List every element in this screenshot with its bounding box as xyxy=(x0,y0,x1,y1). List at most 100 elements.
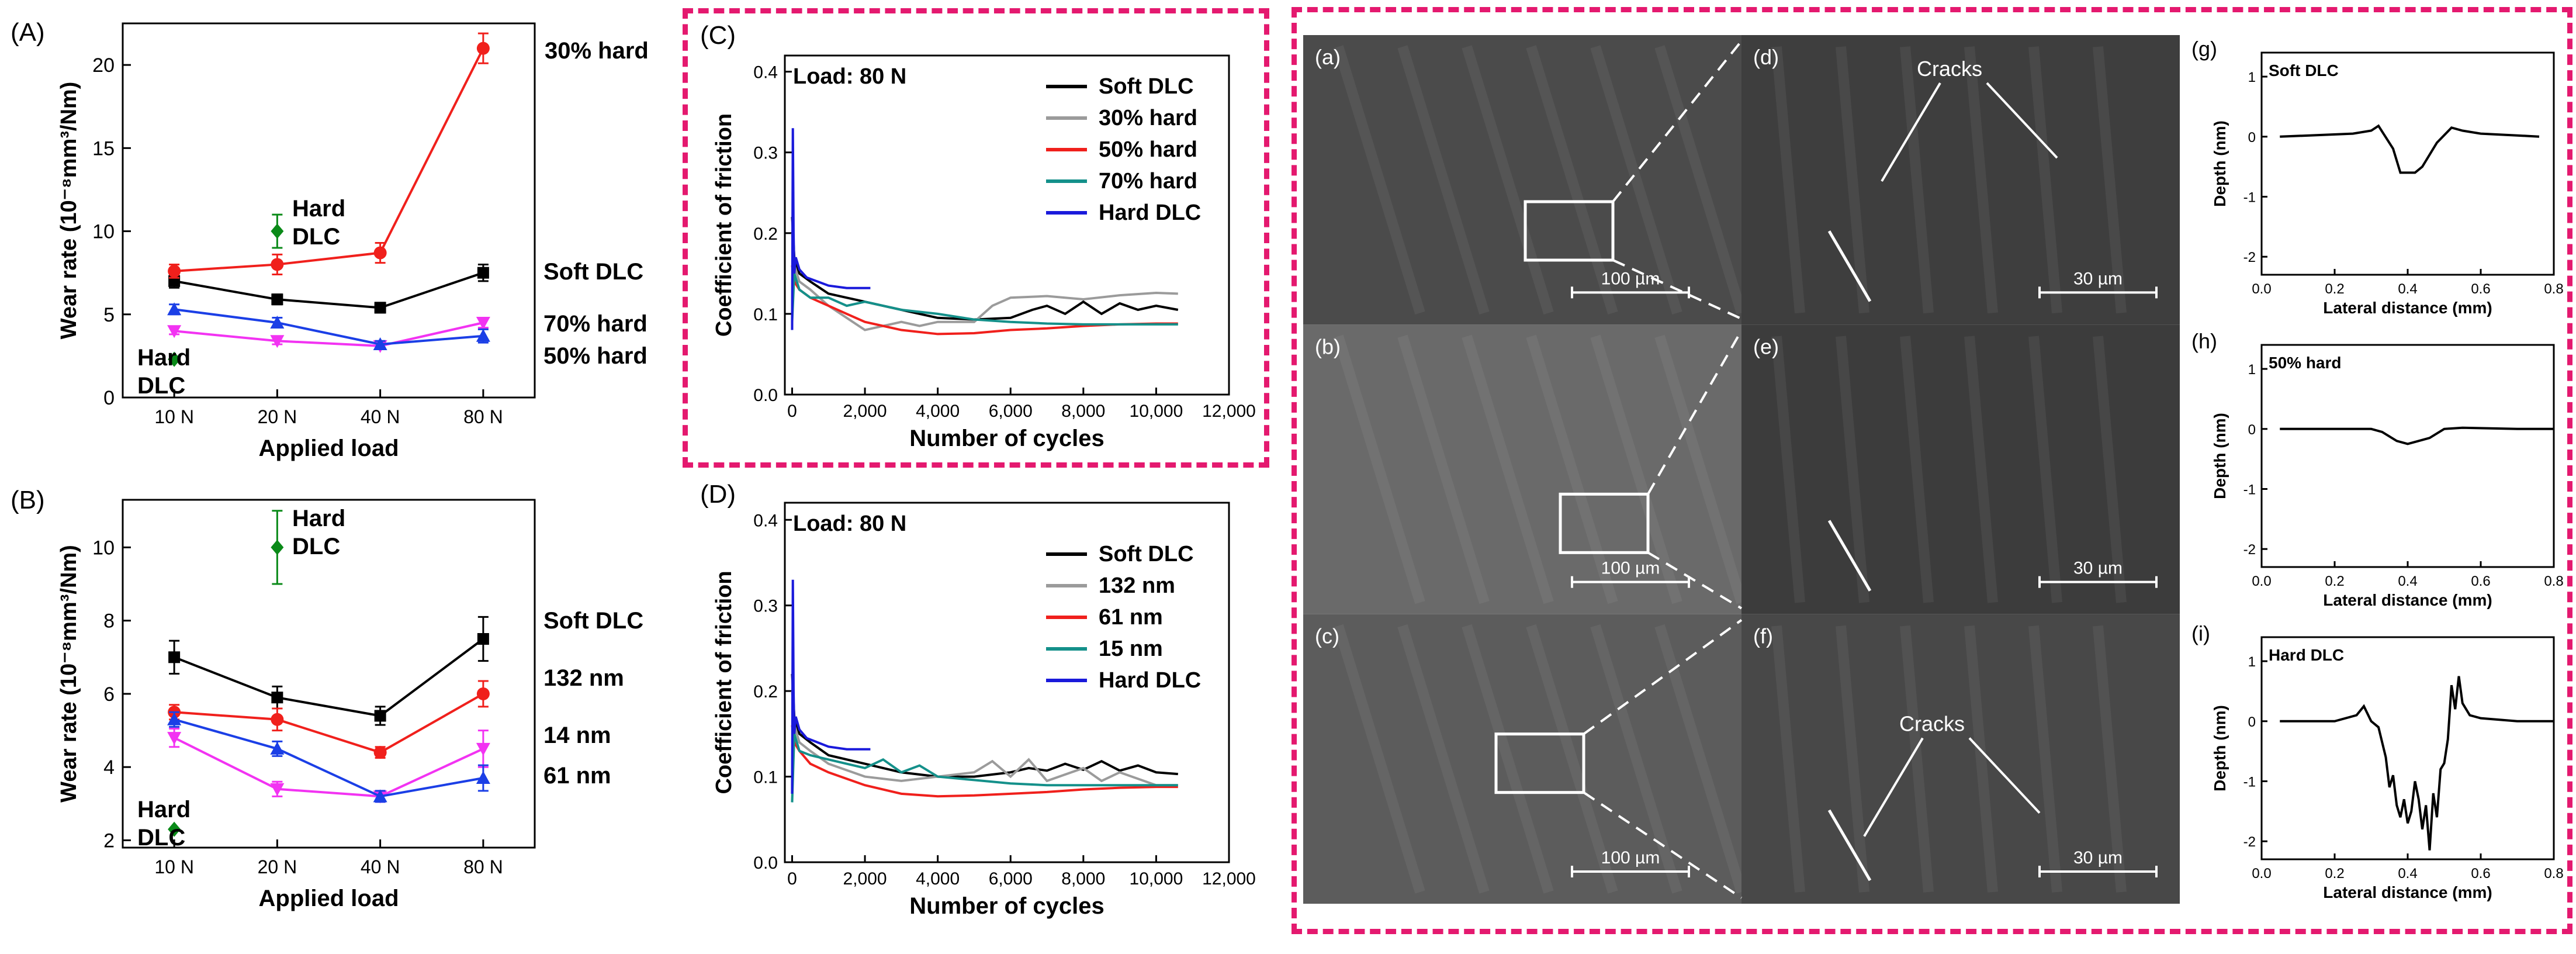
data-point xyxy=(167,732,182,745)
panel-letter: (A) xyxy=(11,18,45,47)
series-label: Hard xyxy=(292,506,345,531)
sem-texture xyxy=(2028,336,2062,603)
series-line xyxy=(174,308,484,345)
sem-image xyxy=(1741,614,2180,904)
profile-line xyxy=(2280,426,2554,445)
x-tick-label: 0.0 xyxy=(2252,281,2271,297)
direction-arrow xyxy=(1827,809,1872,882)
series-label: Hard xyxy=(137,797,191,822)
series-line xyxy=(174,718,484,798)
sem-texture xyxy=(1333,45,1425,314)
x-tick-label: 10 N xyxy=(154,856,194,877)
x-tick-label: 10,000 xyxy=(1130,402,1183,421)
y-tick-label: 0.3 xyxy=(753,597,778,616)
series-label: DLC xyxy=(137,373,185,399)
x-tick-label: 2,000 xyxy=(843,869,887,889)
panel-a-wear-rate-chart: (A) 0 5 10 15 20 10 N 20 N 40 N 80 N Applied load W… xyxy=(11,18,649,461)
plot-frame xyxy=(122,22,536,399)
y-tick-label: 10 xyxy=(92,537,115,559)
series-line xyxy=(791,217,1179,321)
x-tick-label: 10,000 xyxy=(1130,869,1183,889)
sem-image xyxy=(1303,35,1741,325)
sem-texture xyxy=(1333,624,1425,894)
sem-texture xyxy=(2093,336,2127,603)
sem-texture xyxy=(2093,46,2127,314)
series-line xyxy=(791,233,1178,331)
zoom-box xyxy=(1559,492,1650,554)
x-tick-label: 6,000 xyxy=(989,869,1033,889)
x-tick-label: 0.2 xyxy=(2325,866,2344,882)
x-tick-label: 2,000 xyxy=(843,402,887,421)
data-point xyxy=(373,337,387,350)
sem-texture xyxy=(1900,336,1934,603)
sem-texture xyxy=(2093,625,2127,893)
legend-label: 30% hard xyxy=(1099,106,1197,130)
data-point xyxy=(270,783,285,796)
sem-image xyxy=(1741,35,2180,325)
data-point xyxy=(476,317,490,330)
x-axis-label: Lateral distance (mm) xyxy=(2323,883,2492,901)
y-tick-label: 0.2 xyxy=(753,224,778,244)
x-tick-label: 40 N xyxy=(361,406,400,427)
y-tick-label: 0 xyxy=(2248,130,2256,146)
profile-i-hard-dlc: (i) Hard DLC 1 0 -1 -2 0.0 0.2 0.4 0.6 0.8 Lateral … xyxy=(2191,621,2564,901)
legend-label: 61 nm xyxy=(1099,605,1163,630)
x-tick-label: 0 xyxy=(787,402,797,421)
series-label: Hard xyxy=(137,345,191,371)
data-point xyxy=(476,742,490,756)
zoom-connector xyxy=(1583,619,1743,735)
y-axis-label: Depth (nm) xyxy=(2211,413,2229,499)
sem-texture xyxy=(1397,334,1490,604)
series-line xyxy=(791,691,1178,787)
y-tick-label: 0.1 xyxy=(753,768,778,787)
profile-g-soft-dlc: (g) Soft DLC 1 0 -1 -2 0.0 0.2 0.4 0.6 0.8 Lateral … xyxy=(2191,37,2564,317)
legend-label: 70% hard xyxy=(1099,169,1197,193)
x-tick-label: 6,000 xyxy=(989,402,1033,421)
y-axis-label: Coefficient of friction xyxy=(712,113,736,337)
data-point xyxy=(373,789,387,803)
x-tick-label: 0.8 xyxy=(2544,573,2563,589)
data-point xyxy=(476,771,490,784)
zoom-connector xyxy=(1612,40,1743,203)
sem-image xyxy=(1741,324,2180,614)
data-point xyxy=(167,302,182,316)
x-tick-label: 0.2 xyxy=(2325,281,2344,297)
x-tick-label: 0.0 xyxy=(2252,866,2271,882)
y-axis-label: Depth (nm) xyxy=(2211,705,2229,791)
data-point xyxy=(477,633,489,645)
data-point xyxy=(373,246,387,260)
sem-section-frame xyxy=(1292,7,2572,934)
x-tick-label: 0.6 xyxy=(2471,281,2490,297)
series-line xyxy=(791,579,871,794)
sem-texture xyxy=(1964,336,1998,603)
x-tick-label: 12,000 xyxy=(1202,402,1256,421)
data-point xyxy=(477,267,489,279)
sem-texture xyxy=(1900,625,1934,893)
data-point xyxy=(168,351,181,367)
series-line xyxy=(174,47,484,272)
x-tick-label: 0.8 xyxy=(2544,866,2563,882)
x-axis-label: Applied load xyxy=(259,435,399,461)
x-tick-label: 8,000 xyxy=(1061,869,1105,889)
data-point xyxy=(168,264,181,278)
x-tick-label: 0.6 xyxy=(2471,866,2490,882)
x-tick-label: 80 N xyxy=(463,856,503,877)
sem-panel-letter: (b) xyxy=(1315,334,1341,358)
data-point xyxy=(476,329,490,342)
sem-texture xyxy=(1397,624,1490,894)
x-tick-label: 4,000 xyxy=(916,869,960,889)
data-point xyxy=(271,692,283,704)
profile-line xyxy=(2280,676,2554,851)
series-line xyxy=(174,638,484,717)
panel-title: Hard DLC xyxy=(2269,646,2344,664)
y-tick-label: 15 xyxy=(92,137,115,160)
direction-arrow xyxy=(1827,230,1872,302)
sem-texture xyxy=(1462,334,1554,604)
legend-label: Hard DLC xyxy=(1099,201,1201,225)
sem-texture xyxy=(1964,46,1998,314)
y-axis-label: Depth (nm) xyxy=(2211,120,2229,207)
data-point xyxy=(270,741,285,755)
sem-texture xyxy=(1333,334,1425,604)
sem-texture xyxy=(1836,336,1869,603)
series-line xyxy=(791,273,1178,326)
